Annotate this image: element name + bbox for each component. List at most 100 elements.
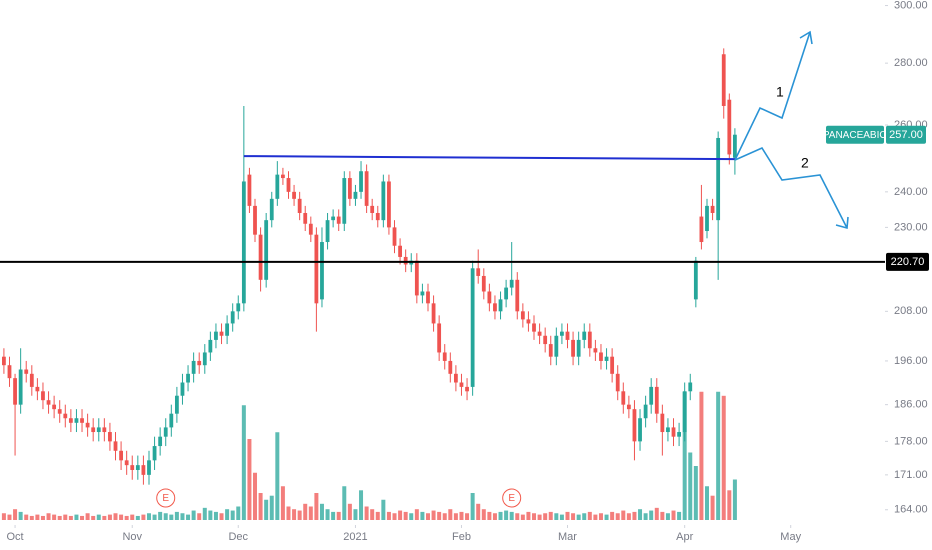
volume-bar [459,511,464,520]
candle-body [102,427,107,433]
candle-body [359,171,363,192]
volume-bar [716,391,721,520]
candle-body [91,427,96,433]
x-tick-label: Mar [558,531,577,543]
candle-body [431,303,436,324]
candle-body [202,352,207,366]
candle-body [247,174,252,206]
volume-bar [135,515,140,520]
candle-body [275,174,280,199]
volume-bar [615,513,620,520]
candle-body [654,386,659,414]
volume-bar [230,510,235,520]
candle-body [353,191,358,199]
volume-bar [146,513,151,520]
volume-bar [621,510,626,520]
y-tick-label: 164.00 [894,504,928,516]
volume-bar [727,490,732,520]
candle-body [487,291,492,304]
candle-body [560,331,564,336]
candle-body [688,382,693,392]
candle-body [108,432,112,442]
candle-body [403,256,408,265]
volume-bar [710,495,715,520]
candle-body [398,245,402,257]
candle-body [587,331,592,349]
volume-bar [85,513,90,520]
volume-bar [314,493,319,520]
candle-body [197,360,202,366]
arrowhead-1 [799,30,813,45]
volume-bar [219,513,224,520]
volume-bar [169,514,174,520]
candle-body [46,400,51,405]
candle-body [41,391,45,401]
candle-body [320,242,324,300]
candle-body [638,418,642,442]
volume-bar [515,513,520,520]
candle-body [124,460,129,466]
volume-bar [559,514,564,520]
volume-bar [643,513,648,520]
volume-bar [671,510,676,520]
volume-bar [414,509,419,520]
volume-bar [7,514,12,520]
volume-bar [74,514,79,520]
volume-bar [319,503,324,520]
volume-bar [297,510,302,520]
candle-body [35,386,40,392]
candle-body [364,171,369,206]
candle-body [286,178,291,192]
candle-body [264,220,269,280]
candle-body [281,174,285,179]
candle-body [191,360,196,374]
projection-arrow-2 [734,146,848,229]
candle-body [74,418,79,423]
volume-bar [693,466,698,520]
volume-bar [565,511,570,520]
candle-body [186,373,190,383]
candle-body [158,436,163,447]
volume-bar [520,514,525,520]
volume-bar [398,510,403,520]
volume-bar [453,513,458,520]
candle-body [230,311,235,324]
volume-bar [102,515,107,520]
projection-arrow-1 [734,31,811,161]
candle-body [381,181,386,221]
volume-bar [470,493,475,520]
event-label: E [508,493,515,504]
volume-bar [35,514,40,520]
volume-bar [124,515,129,520]
candle-body [509,279,514,288]
volume-bar [163,513,168,520]
volume-bar [654,507,659,520]
y-tick-label: 186.00 [894,399,928,411]
candle-body [493,303,497,312]
candle-body [336,216,341,224]
volume-bar [18,511,23,520]
candle-body [253,205,257,235]
volume-bar [40,515,45,520]
volume-bar [130,514,135,520]
volume-bar [63,514,68,520]
x-tick-label: 2021 [343,531,367,543]
candle-body [52,404,57,410]
candle-body [626,404,631,410]
candle-body [80,418,84,423]
y-tick-label: 171.00 [894,469,928,481]
volume-bar [213,511,218,520]
volume-bar [331,511,336,520]
volume-bar [481,509,486,520]
candle-body [426,291,430,304]
volume-bar [325,509,330,520]
candle-body [526,319,531,324]
volume-bar [57,515,62,520]
last-price-bg [886,125,926,144]
arrowhead-2 [835,216,849,230]
candle-body [29,373,34,387]
volume-bar [13,509,18,520]
trend-line [243,155,735,161]
candle-body [543,335,548,345]
volume-bar [1,513,6,520]
